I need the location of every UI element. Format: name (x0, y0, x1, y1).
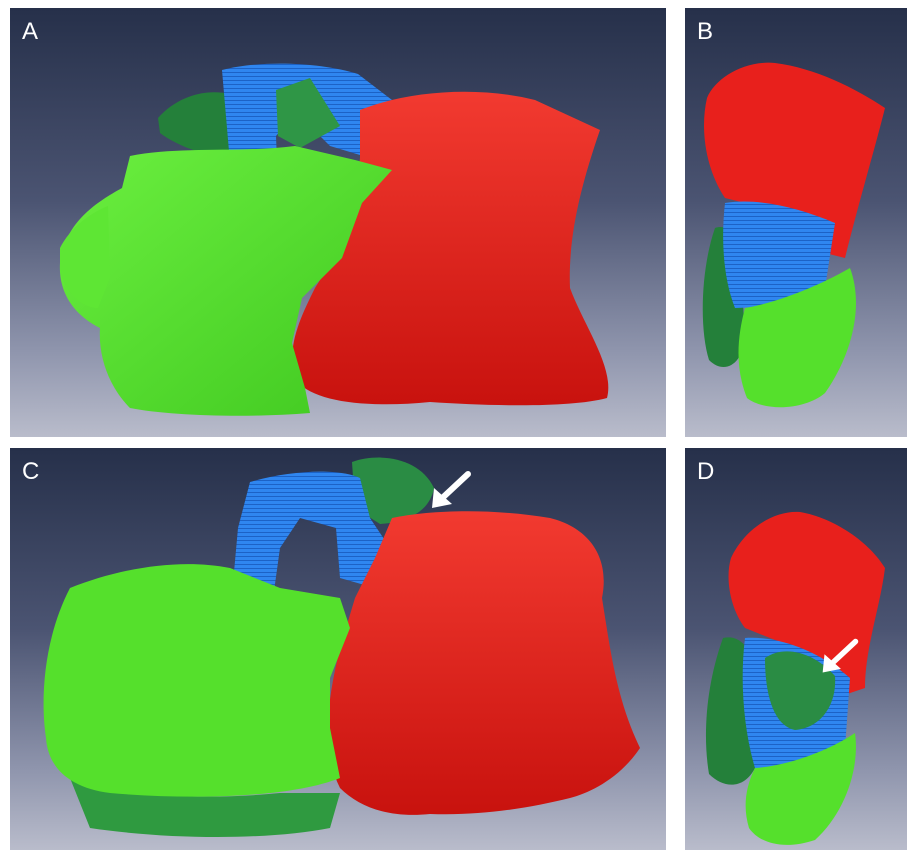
panel-c: C (10, 448, 666, 850)
light-green-structure (59, 146, 393, 416)
panel-a-render (59, 63, 609, 416)
light-green-lobe (60, 206, 110, 308)
red-structure (327, 511, 640, 815)
light-green-structure (43, 564, 351, 797)
arrow-icon (822, 638, 859, 673)
panel-label-c: C (22, 458, 40, 485)
panel-b: B (685, 8, 907, 437)
arrow-icon (432, 471, 471, 508)
dark-green-structure (158, 92, 246, 159)
dark-green-cap (352, 457, 434, 524)
blue-structure (723, 201, 835, 308)
blue-structure (230, 471, 390, 620)
panel-a: A (10, 8, 666, 437)
dark-green-inner (276, 78, 340, 148)
panel-label-d: D (697, 458, 715, 485)
panel-label-b: B (697, 18, 714, 45)
light-green-structure (738, 268, 856, 408)
panel-label-a: A (22, 18, 39, 45)
dark-green-inner (765, 651, 836, 730)
panel-b-render (702, 62, 885, 408)
red-structure (704, 62, 885, 258)
panel-d: D (685, 448, 907, 850)
panel-c-render (43, 457, 640, 837)
panel-d-render (705, 511, 885, 845)
light-green-structure (745, 733, 856, 845)
